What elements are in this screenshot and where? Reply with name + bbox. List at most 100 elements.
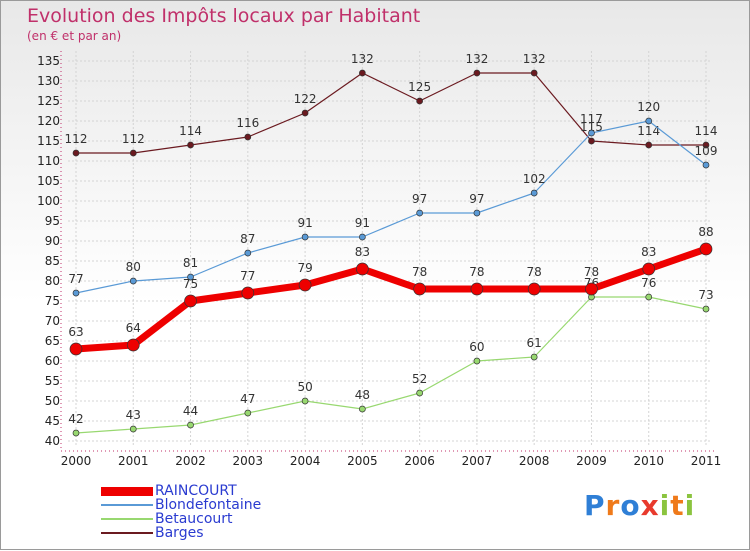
- y-tick-label: 80: [45, 274, 60, 288]
- data-point-barges: [301, 109, 309, 117]
- data-point-blondefontaine: [301, 233, 309, 241]
- data-point-betaucourt: [187, 421, 194, 429]
- data-label-betaucourt: 61: [527, 336, 542, 350]
- data-point-raincourt: [527, 282, 541, 296]
- data-label-blondefontaine: 87: [240, 232, 255, 246]
- data-label-betaucourt: 42: [68, 412, 83, 426]
- data-label-betaucourt: 60: [469, 340, 484, 354]
- legend-swatch-blondefontaine: [101, 504, 153, 506]
- data-point-betaucourt: [645, 293, 653, 301]
- data-point-betaucourt: [129, 425, 137, 433]
- y-tick-label: 90: [45, 234, 60, 248]
- data-point-raincourt: [699, 242, 713, 256]
- y-tick-label: 60: [45, 354, 60, 368]
- data-label-blondefontaine: 97: [412, 192, 427, 206]
- x-tick-label: 2001: [118, 454, 149, 468]
- data-label-betaucourt: 43: [126, 408, 141, 422]
- y-tick-label: 75: [45, 294, 60, 308]
- data-label-raincourt: 78: [412, 265, 427, 279]
- data-label-raincourt: 75: [183, 277, 198, 291]
- y-tick-label: 40: [45, 434, 60, 448]
- data-point-raincourt: [470, 282, 484, 296]
- y-tick-label: 135: [37, 54, 60, 68]
- data-label-barges: 132: [351, 52, 374, 66]
- y-tick-label: 45: [45, 414, 60, 428]
- data-point-betaucourt: [301, 397, 309, 405]
- x-tick-label: 2008: [519, 454, 550, 468]
- data-point-betaucourt: [359, 405, 366, 413]
- chart-subtitle: (en € et par an): [27, 29, 122, 43]
- y-tick-label: 110: [37, 154, 60, 168]
- data-label-barges: 116: [236, 116, 259, 130]
- data-point-raincourt: [585, 282, 598, 296]
- y-tick-label: 105: [37, 174, 60, 188]
- data-label-barges: 125: [408, 80, 431, 94]
- data-point-blondefontaine: [359, 233, 366, 241]
- data-label-barges: 112: [122, 132, 145, 146]
- data-label-betaucourt: 47: [240, 392, 255, 406]
- y-tick-label: 85: [45, 254, 60, 268]
- data-point-blondefontaine: [129, 277, 137, 285]
- data-point-blondefontaine: [530, 189, 538, 197]
- data-point-barges: [359, 69, 366, 77]
- data-point-blondefontaine: [416, 209, 423, 217]
- y-tick-label: 130: [37, 74, 60, 88]
- y-tick-label: 65: [45, 334, 60, 348]
- data-label-raincourt: 88: [698, 225, 713, 239]
- data-point-barges: [530, 69, 538, 77]
- chart-title: Evolution des Impôts locaux par Habitant: [27, 5, 421, 27]
- data-point-raincourt: [642, 262, 656, 276]
- data-point-betaucourt: [416, 389, 423, 397]
- x-tick-label: 2003: [233, 454, 264, 468]
- data-label-betaucourt: 52: [412, 372, 427, 386]
- data-label-barges: 122: [294, 92, 317, 106]
- data-label-blondefontaine: 120: [637, 100, 660, 114]
- data-label-barges: 114: [637, 124, 660, 138]
- legend-swatch-barges: [101, 532, 153, 534]
- data-point-blondefontaine: [187, 273, 194, 281]
- data-point-barges: [187, 141, 194, 149]
- data-point-raincourt: [126, 338, 140, 352]
- data-label-raincourt: 63: [68, 325, 83, 339]
- y-tick-label: 55: [45, 374, 60, 388]
- data-point-betaucourt: [244, 409, 252, 417]
- data-point-barges: [473, 69, 481, 77]
- data-label-betaucourt: 50: [297, 380, 312, 394]
- x-tick-label: 2009: [576, 454, 607, 468]
- y-tick-label: 125: [37, 94, 60, 108]
- y-tick-label: 95: [45, 214, 60, 228]
- data-label-raincourt: 78: [469, 265, 484, 279]
- data-point-betaucourt: [473, 357, 481, 365]
- x-tick-label: 2000: [61, 454, 92, 468]
- legend-label-betaucourt: Betaucourt: [155, 511, 233, 527]
- data-label-barges: 132: [523, 52, 546, 66]
- data-label-raincourt: 78: [584, 265, 599, 279]
- data-label-blondefontaine: 80: [126, 260, 141, 274]
- data-label-betaucourt: 44: [183, 404, 198, 418]
- data-point-betaucourt: [530, 353, 538, 361]
- data-point-barges: [702, 141, 710, 149]
- data-label-barges: 114: [695, 124, 718, 138]
- series-line-raincourt: [75, 245, 708, 353]
- data-label-blondefontaine: 91: [355, 216, 370, 230]
- legend-swatch-betaucourt: [101, 518, 153, 520]
- x-tick-label: 2006: [404, 454, 435, 468]
- data-label-raincourt: 83: [355, 245, 370, 259]
- data-point-raincourt: [413, 282, 426, 296]
- proxiti-logo: Proxiti: [584, 489, 696, 522]
- data-label-raincourt: 83: [641, 245, 656, 259]
- data-label-blondefontaine: 102: [523, 172, 546, 186]
- series-line-barges: [76, 72, 706, 154]
- x-tick-label: 2007: [462, 454, 493, 468]
- data-point-blondefontaine: [473, 209, 481, 217]
- legend-label-raincourt: RAINCOURT: [155, 483, 237, 499]
- data-label-barges: 132: [465, 52, 488, 66]
- data-label-blondefontaine: 117: [580, 112, 603, 126]
- data-label-raincourt: 64: [126, 321, 141, 335]
- series-line-betaucourt: [75, 296, 707, 434]
- data-label-raincourt: 77: [240, 269, 255, 283]
- data-point-barges: [244, 133, 252, 141]
- x-tick-label: 2002: [175, 454, 206, 468]
- data-point-blondefontaine: [72, 289, 80, 297]
